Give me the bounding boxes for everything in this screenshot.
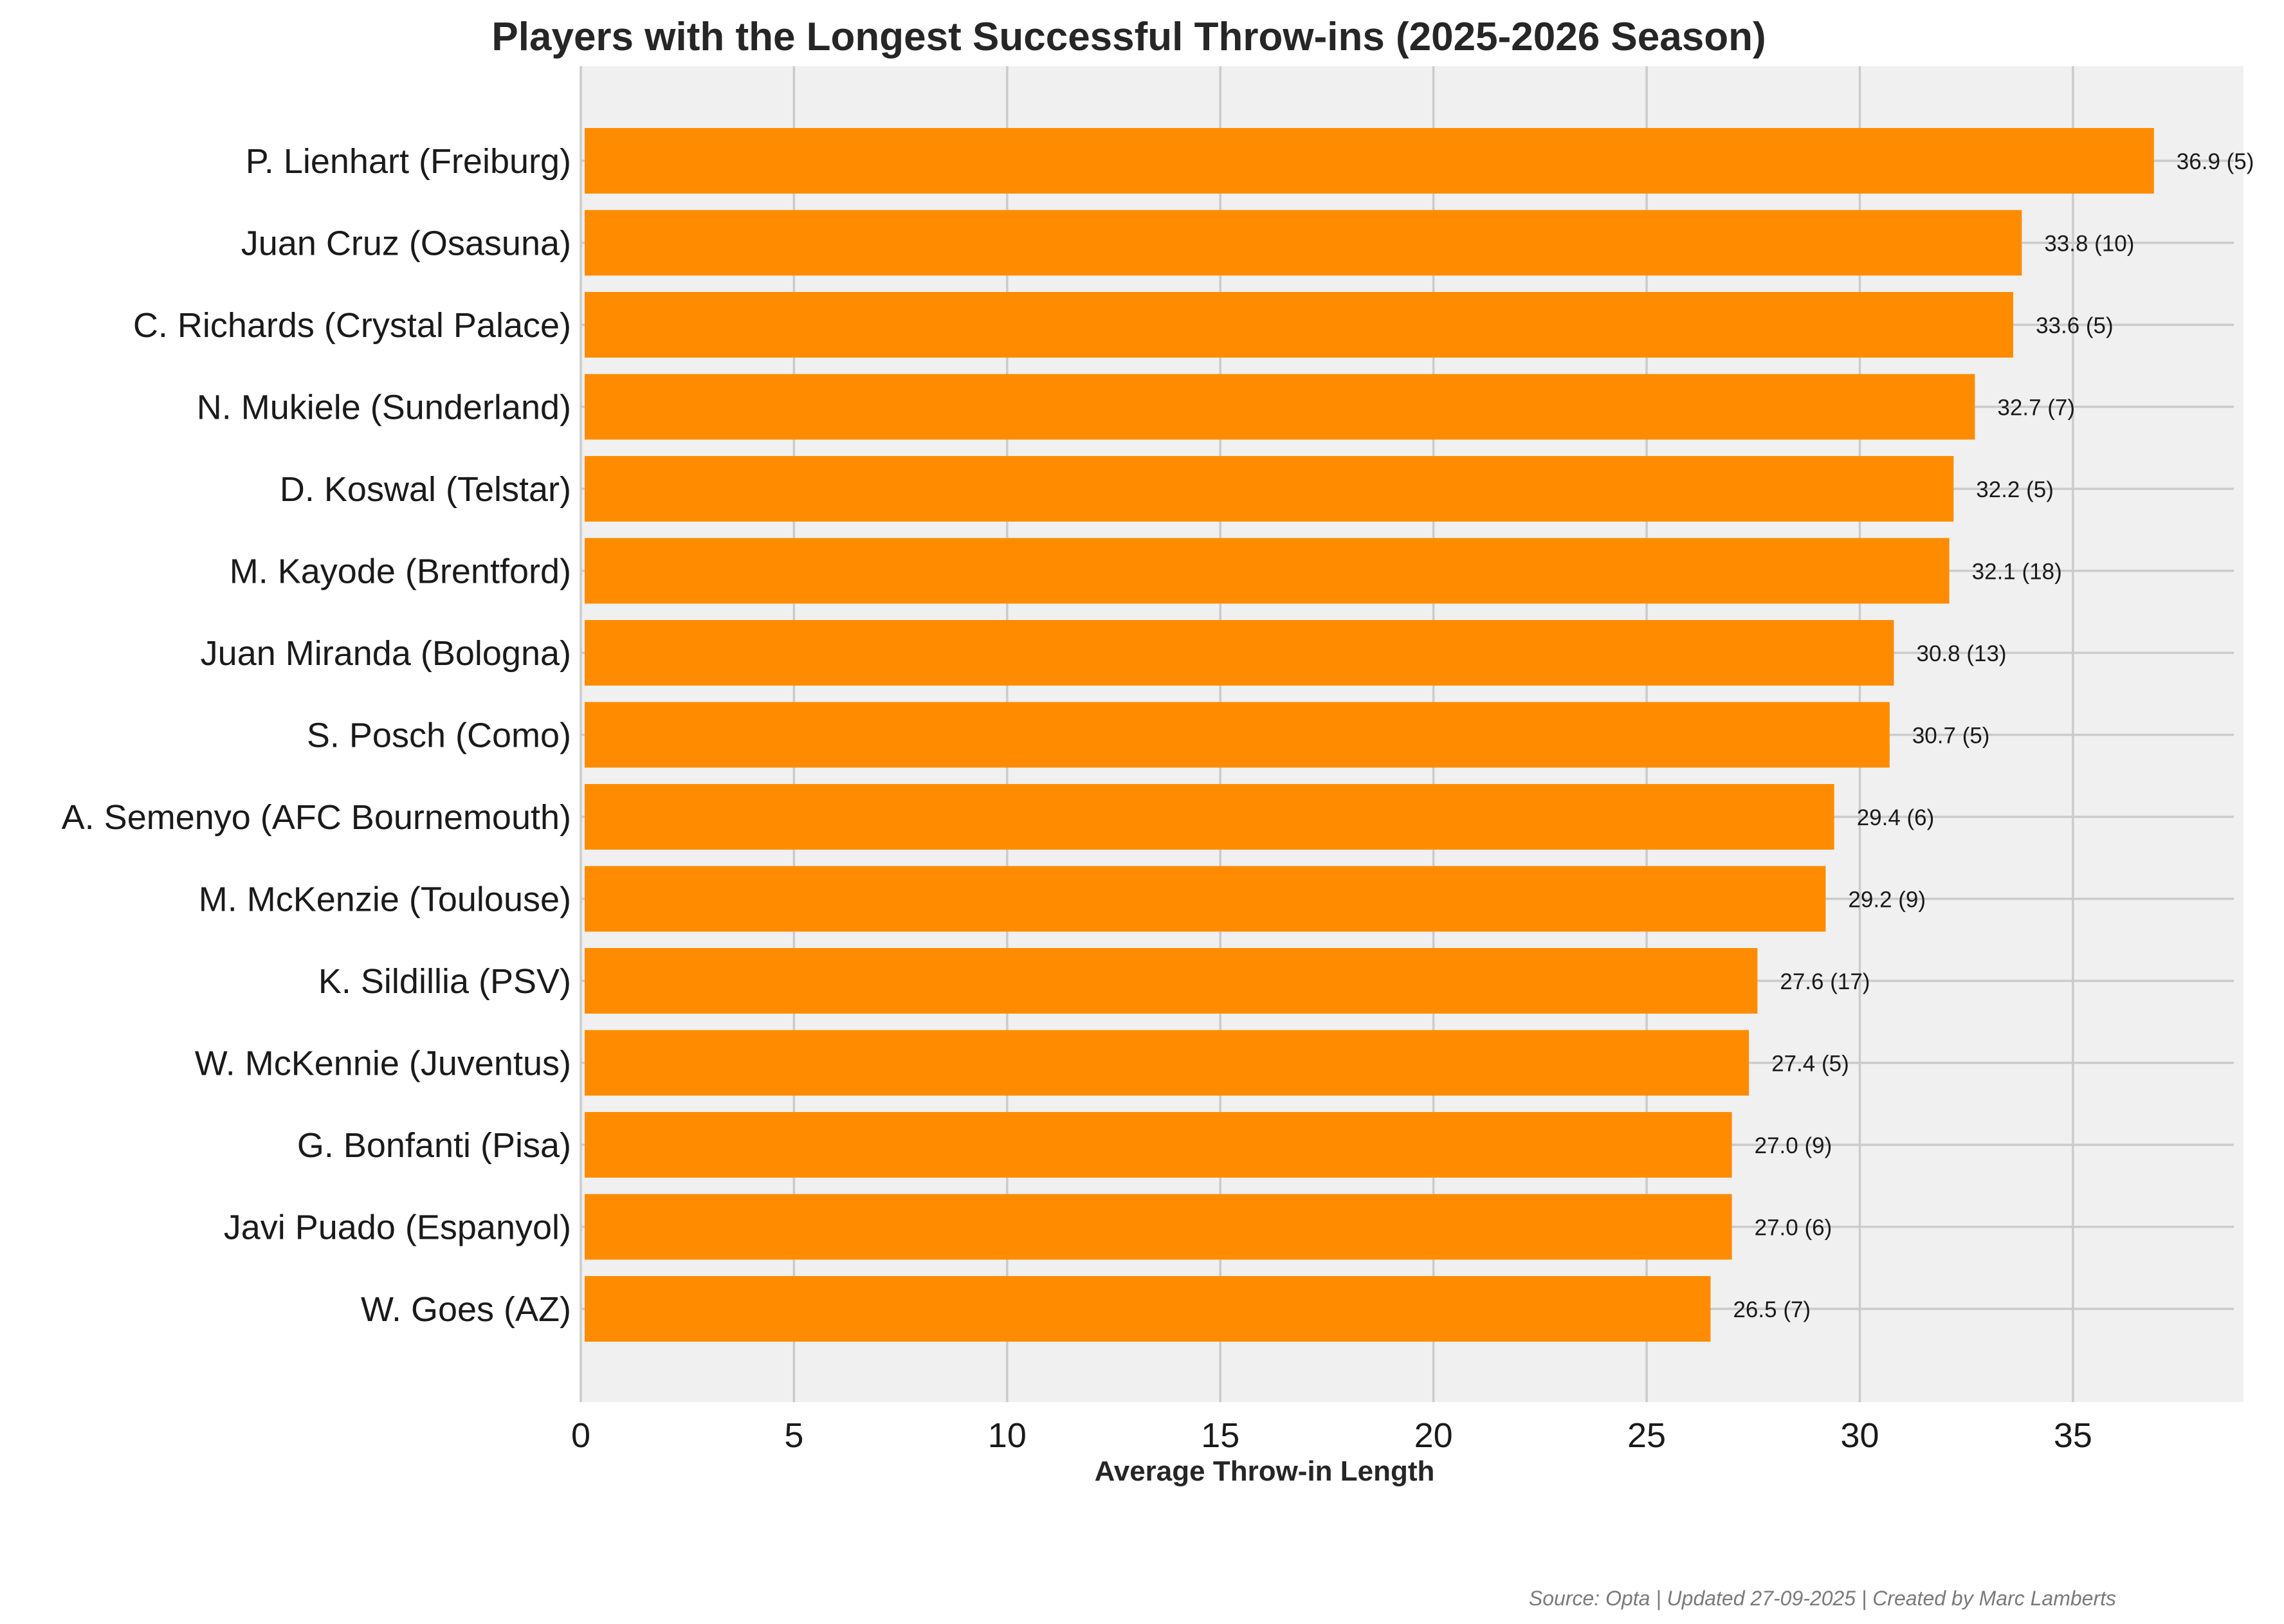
bar — [585, 1030, 1750, 1096]
category-label: A. Semenyo (AFC Bournemouth) — [62, 798, 571, 837]
bar — [585, 538, 1950, 604]
x-axis-title: Average Throw-in Length — [1095, 1455, 1435, 1487]
x-tick-label: 10 — [988, 1416, 1027, 1455]
category-label: Juan Cruz (Osasuna) — [241, 224, 571, 263]
bar — [585, 456, 1954, 522]
bar — [585, 1112, 1732, 1178]
category-label: P. Lienhart (Freiburg) — [246, 142, 571, 181]
value-label: 30.7 (5) — [1912, 724, 1990, 749]
category-label: W. McKennie (Juventus) — [195, 1045, 571, 1083]
x-tick-label: 35 — [2054, 1416, 2092, 1455]
value-label: 27.4 (5) — [1771, 1052, 1849, 1077]
value-label: 29.2 (9) — [1848, 888, 1926, 913]
x-tick-label: 0 — [571, 1416, 590, 1455]
value-labels: 36.9 (5) 33.8 (10) 33.6 (5) 32.7 (7) 32.2 (5… — [1733, 149, 2254, 1322]
source-note: Source: Opta | Updated 27-09-2025 | Crea… — [1529, 1587, 2116, 1610]
category-label: C. Richards (Crystal Palace) — [133, 306, 571, 345]
x-tick-label: 15 — [1201, 1416, 1239, 1455]
bar — [585, 1194, 1732, 1260]
bar — [585, 128, 2154, 194]
category-label: Javi Puado (Espanyol) — [224, 1209, 571, 1247]
value-label: 33.6 (5) — [2036, 313, 2114, 338]
category-labels: P. Lienhart (Freiburg) Juan Cruz (Osasuna… — [62, 142, 571, 1329]
chart-title: Players with the Longest Successful Thro… — [491, 15, 1766, 59]
value-label: 27.0 (6) — [1755, 1216, 1832, 1241]
category-label: G. Bonfanti (Pisa) — [297, 1126, 571, 1165]
bar — [585, 866, 1826, 932]
x-tick-label: 20 — [1414, 1416, 1453, 1455]
value-label: 27.6 (17) — [1780, 969, 1870, 994]
category-label: Juan Miranda (Bologna) — [201, 634, 571, 673]
category-label: N. Mukiele (Sunderland) — [197, 388, 571, 427]
value-label: 36.9 (5) — [2177, 149, 2254, 174]
x-tick-label: 5 — [784, 1416, 803, 1455]
category-label: S. Posch (Como) — [307, 716, 571, 755]
category-label: M. McKenzie (Toulouse) — [199, 880, 571, 919]
x-tick-label: 25 — [1627, 1416, 1666, 1455]
category-label: W. Goes (AZ) — [361, 1290, 571, 1329]
bar — [585, 210, 2022, 276]
bar — [585, 374, 1975, 440]
bar — [585, 948, 1758, 1014]
value-label: 30.8 (13) — [1916, 641, 2006, 666]
bar — [585, 292, 2014, 358]
bars — [585, 128, 2154, 1342]
bar — [585, 702, 1890, 768]
category-label: D. Koswal (Telstar) — [280, 470, 571, 509]
value-label: 27.0 (9) — [1755, 1133, 1832, 1158]
bar — [585, 620, 1894, 686]
category-label: M. Kayode (Brentford) — [230, 552, 571, 591]
value-label: 29.4 (6) — [1857, 805, 1935, 830]
bar — [585, 1276, 1711, 1342]
value-label: 32.1 (18) — [1972, 560, 2062, 585]
x-tick-label: 30 — [1840, 1416, 1879, 1455]
bar — [585, 784, 1834, 850]
value-label: 26.5 (7) — [1733, 1297, 1811, 1322]
value-label: 33.8 (10) — [2044, 232, 2134, 257]
value-label: 32.7 (7) — [1997, 396, 2075, 421]
category-label: K. Sildillia (PSV) — [318, 962, 571, 1001]
x-tick-labels: 0 5 10 15 20 25 30 35 — [571, 1416, 2092, 1455]
value-label: 32.2 (5) — [1976, 477, 2054, 502]
